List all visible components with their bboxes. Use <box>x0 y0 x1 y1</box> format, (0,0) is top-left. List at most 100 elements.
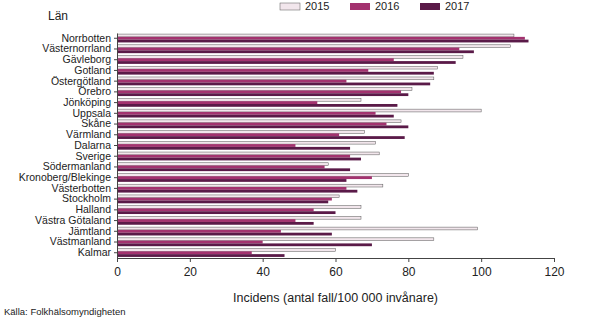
bar <box>117 158 361 161</box>
bar <box>117 98 361 101</box>
legend-label: 2017 <box>445 0 469 12</box>
y-tick-mark <box>114 124 117 125</box>
legend-item: 2017 <box>420 0 469 12</box>
bar <box>117 211 336 214</box>
bar <box>117 198 332 201</box>
bar <box>117 93 408 96</box>
y-tick-mark <box>114 252 117 253</box>
bar <box>117 163 328 166</box>
x-tick: 120 <box>544 258 564 279</box>
bar <box>117 190 357 193</box>
y-tick: Kalmar <box>78 246 117 258</box>
x-tick-mark <box>481 258 482 262</box>
y-tick-mark <box>114 199 117 200</box>
bar <box>117 179 346 182</box>
bar <box>117 176 372 179</box>
series-bars <box>117 40 529 257</box>
bar <box>117 136 405 139</box>
x-tick-mark <box>336 258 337 262</box>
legend-swatch <box>420 3 440 10</box>
legend-label: 2016 <box>375 0 399 12</box>
x-tick-mark <box>117 258 118 262</box>
bar <box>117 187 346 190</box>
y-axis-title: Län <box>48 9 68 23</box>
y-tick-mark <box>114 188 117 189</box>
bar <box>117 109 481 112</box>
bar <box>117 233 332 236</box>
x-tick-mark <box>408 258 409 262</box>
bar <box>117 249 336 252</box>
x-tick-label: 60 <box>329 265 343 279</box>
source: Källa: Folkhälsomyndigheten <box>4 306 125 317</box>
bar <box>117 112 376 115</box>
y-tick-mark <box>114 91 117 92</box>
y-tick-mark <box>114 209 117 210</box>
bar <box>117 144 295 147</box>
bar <box>117 241 263 244</box>
y-tick-mark <box>114 134 117 135</box>
bars <box>117 34 529 257</box>
y-tick-mark <box>114 177 117 178</box>
x-axis-title: Incidens (antal fall/100 000 invånare) <box>233 291 438 305</box>
bar <box>117 77 434 80</box>
bar <box>117 166 325 169</box>
bar <box>117 88 412 91</box>
legend-item: 2015 <box>280 0 329 12</box>
x-tick: 60 <box>329 258 343 279</box>
bar <box>117 80 346 83</box>
bar <box>117 48 459 51</box>
legend: 2015 2016 2017 <box>280 0 469 12</box>
y-tick-label: Kalmar <box>78 246 112 258</box>
legend-item: 2016 <box>350 0 399 12</box>
bar <box>117 40 529 43</box>
bar <box>117 147 350 150</box>
bar <box>117 104 397 107</box>
bar <box>117 45 510 48</box>
bar <box>117 201 328 204</box>
y-tick-mark <box>114 166 117 167</box>
series-bars <box>117 37 525 254</box>
x-tick-mark <box>263 258 264 262</box>
y-tick-mark <box>114 156 117 157</box>
bar <box>117 168 350 171</box>
bar <box>117 238 434 241</box>
x-tick-label: 0 <box>114 265 121 279</box>
bar <box>117 58 394 61</box>
x-tick: 20 <box>184 258 198 279</box>
x-tick: 40 <box>256 258 270 279</box>
x-tick-mark <box>190 258 191 262</box>
bar <box>117 195 339 198</box>
bar <box>117 131 365 134</box>
bar <box>117 254 285 257</box>
y-tick-mark <box>114 231 117 232</box>
bar <box>117 251 252 254</box>
x-tick-mark <box>554 258 555 262</box>
bar <box>117 125 408 128</box>
x-tick: 100 <box>472 258 492 279</box>
bar <box>117 219 295 222</box>
bar <box>117 184 383 187</box>
bar <box>117 37 525 40</box>
chart: 020406080100120NorrbottenVästernorrlandG… <box>0 0 590 318</box>
x-tick-label: 80 <box>402 265 416 279</box>
x-tick-label: 120 <box>544 265 564 279</box>
x-tick: 0 <box>114 258 121 279</box>
y-tick-mark <box>114 145 117 146</box>
y-axis-line <box>117 34 118 259</box>
bar <box>117 227 478 230</box>
legend-swatch <box>350 3 370 10</box>
bar <box>117 50 474 53</box>
plot: 020406080100120NorrbottenVästernorrlandG… <box>19 32 565 279</box>
bar <box>117 101 317 104</box>
legend-swatch <box>280 3 300 10</box>
y-tick-mark <box>114 59 117 60</box>
bar <box>117 230 281 233</box>
bar <box>117 83 430 86</box>
bar <box>117 56 463 59</box>
bar <box>117 222 314 225</box>
bar <box>117 173 408 176</box>
y-tick-mark <box>114 48 117 49</box>
bar <box>117 69 368 72</box>
bar <box>117 152 379 155</box>
bar <box>117 216 361 219</box>
